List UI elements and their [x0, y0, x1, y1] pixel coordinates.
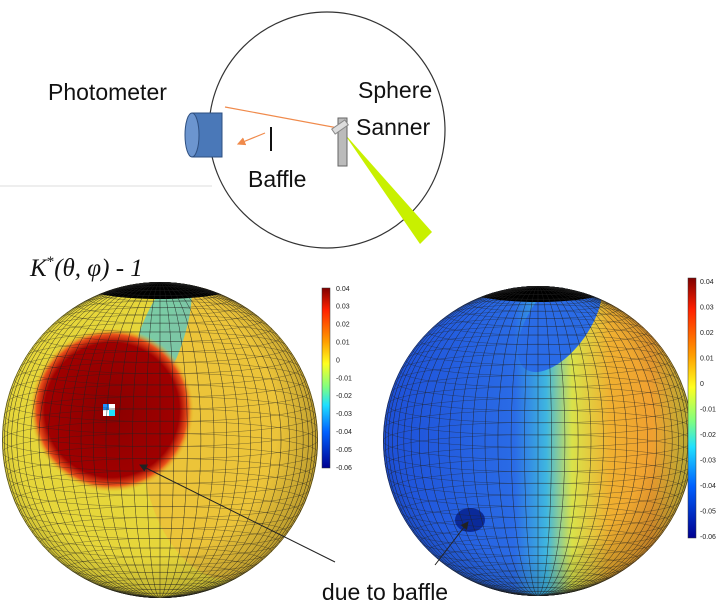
- colorbar-tick-label: 0.02: [336, 322, 350, 329]
- scanner-label: Sanner: [356, 114, 431, 140]
- sphere-label: Sphere: [358, 77, 432, 103]
- colorbar-tick-label: -0.06: [700, 534, 716, 541]
- photometer-label: Photometer: [48, 79, 167, 105]
- formula-base: K: [29, 255, 48, 282]
- figure: Photometer Sphere Sanner Baffle K*(θ, φ)…: [0, 0, 720, 613]
- formula: K*(θ, φ) - 1: [29, 254, 143, 282]
- colorbar-tick-label: 0.01: [700, 355, 714, 362]
- right-sphere: [380, 254, 700, 600]
- left-sphere: [0, 267, 320, 600]
- colorbar-tick-label: -0.02: [700, 432, 716, 439]
- colorbar-tick-label: -0.06: [336, 465, 352, 472]
- colorbar: [688, 278, 696, 538]
- formula-sup: *: [47, 254, 55, 270]
- photometer-icon: [185, 113, 222, 157]
- colorbar-tick-label: -0.02: [336, 393, 352, 400]
- colorbar-tick-label: 0.04: [700, 279, 714, 286]
- colorbar-tick-label: 0.03: [700, 304, 714, 311]
- colorbar-tick-label: -0.04: [700, 483, 716, 490]
- formula-rest: (θ, φ) - 1: [54, 255, 143, 282]
- colorbar-tick-label: -0.05: [700, 508, 716, 515]
- colorbar-tick-label: -0.05: [336, 447, 352, 454]
- annotation: due to baffle: [322, 579, 448, 605]
- colorbar-tick-label: 0.02: [700, 330, 714, 337]
- baffle-label: Baffle: [248, 166, 306, 192]
- colorbar-tick-label: -0.04: [336, 429, 352, 436]
- colorbar-tick-label: -0.03: [336, 411, 352, 418]
- colorbar-tick-label: 0: [336, 357, 340, 364]
- colorbar-tick-label: -0.03: [700, 457, 716, 464]
- colorbar: [322, 288, 330, 468]
- colorbar-tick-label: 0: [700, 381, 704, 388]
- colorbar-tick-label: -0.01: [336, 375, 352, 382]
- colorbar-tick-label: -0.01: [700, 406, 716, 413]
- colorbar-tick-label: 0.04: [336, 286, 350, 293]
- colorbar-tick-label: 0.01: [336, 340, 350, 347]
- colorbar-tick-label: 0.03: [336, 304, 350, 311]
